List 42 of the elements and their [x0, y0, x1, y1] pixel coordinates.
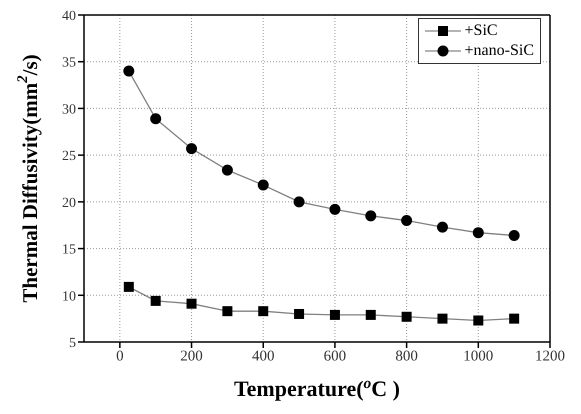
point	[222, 306, 232, 316]
point	[401, 215, 412, 226]
x-tick-label: 400	[252, 348, 274, 365]
point	[124, 282, 134, 292]
point	[294, 308, 304, 319]
legend-label: +SiC	[464, 21, 498, 41]
point	[366, 310, 376, 320]
x-tick-label: 200	[180, 348, 203, 365]
point	[222, 164, 233, 176]
y-tick-label: 15	[62, 242, 76, 258]
point	[473, 316, 484, 326]
point	[258, 306, 268, 316]
y-tick-label: 40	[62, 8, 76, 24]
point	[365, 210, 376, 222]
point	[186, 143, 198, 154]
point	[472, 227, 484, 238]
point	[186, 298, 197, 309]
y-tick-label: 35	[62, 56, 76, 71]
x-tick-label: 0	[116, 348, 124, 365]
y-tick-label: 10	[62, 289, 76, 304]
point	[258, 180, 269, 191]
point	[294, 196, 305, 208]
legend-label: +nano-SiC	[464, 41, 534, 61]
y-tick-label: 30	[62, 102, 76, 118]
point	[330, 310, 340, 320]
point	[508, 230, 520, 241]
point	[150, 113, 162, 124]
point	[509, 314, 520, 324]
point	[436, 222, 448, 233]
y-tick-label: 20	[62, 196, 76, 211]
y-tick-label: 5	[69, 336, 76, 351]
point	[402, 312, 412, 322]
point	[329, 204, 340, 215]
x-tick-label: 1200	[535, 348, 565, 365]
point	[123, 66, 134, 77]
x-tick-label: 1000	[463, 348, 494, 365]
y-tick-label: 25	[62, 149, 76, 164]
x-tick-label: 600	[324, 348, 346, 365]
x-tick-label: 800	[395, 348, 418, 365]
x-axis-title: Temperature($^{o}$C )	[234, 374, 400, 401]
point	[150, 296, 161, 306]
point	[437, 314, 448, 324]
